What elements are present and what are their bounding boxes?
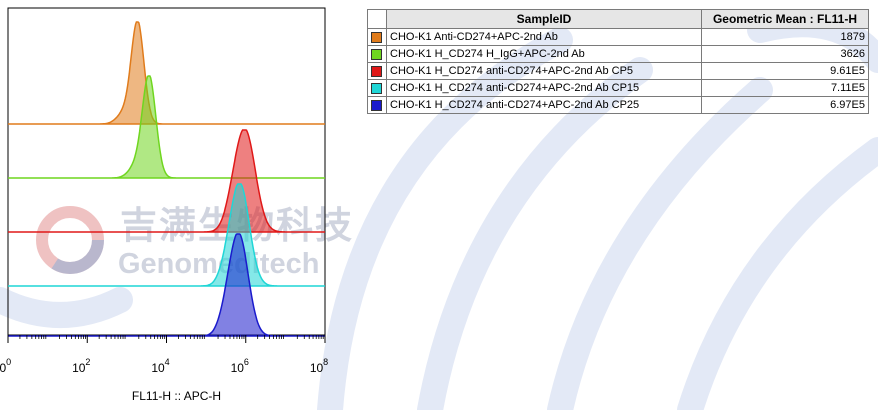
tick-label: 102 — [72, 357, 90, 375]
color-swatch — [371, 48, 382, 60]
stats-row: CHO-K1 Anti-CD274+APC-2nd Ab 1879 — [367, 28, 869, 46]
tick-label-exponent: 2 — [85, 357, 90, 367]
tick-label: 100 — [0, 357, 11, 375]
tick-label: 106 — [231, 357, 249, 375]
histogram-chart: 100102104106108FL11-H :: APC-H — [0, 7, 328, 403]
color-swatch-cell — [367, 62, 387, 80]
geometric-mean-cell: 6.97E5 — [701, 96, 869, 114]
histogram-series — [8, 183, 325, 287]
histogram-series — [8, 21, 325, 125]
geometric-mean-header: Geometric Mean : FL11-H — [701, 9, 869, 29]
sample-id-cell: CHO-K1 H_CD274 H_IgG+APC-2nd Ab — [386, 45, 702, 63]
color-swatch-cell — [367, 96, 387, 114]
sample-id-cell: CHO-K1 Anti-CD274+APC-2nd Ab — [386, 28, 702, 46]
tick-label-exponent: 0 — [6, 357, 11, 367]
color-swatch — [371, 31, 382, 43]
sample-id-cell: CHO-K1 H_CD274 anti-CD274+APC-2nd Ab CP2… — [386, 96, 702, 114]
color-swatch-cell — [367, 79, 387, 97]
tick-label-base: 10 — [310, 361, 324, 375]
geometric-mean-cell: 3626 — [701, 45, 869, 63]
tick-label: 108 — [310, 357, 328, 375]
color-swatch — [371, 82, 382, 94]
geometric-mean-cell: 1879 — [701, 28, 869, 46]
stats-body: CHO-K1 Anti-CD274+APC-2nd Ab 1879 CHO-K1 H… — [367, 28, 869, 114]
color-swatch — [371, 65, 382, 77]
tick-label-exponent: 4 — [165, 357, 170, 367]
color-swatch — [371, 99, 382, 111]
tick-label-base: 10 — [151, 361, 165, 375]
histogram-series — [8, 129, 325, 233]
tick-label: 104 — [151, 357, 169, 375]
tick-label-base: 10 — [231, 361, 245, 375]
tick-label-base: 10 — [0, 361, 6, 375]
tick-label-exponent: 6 — [244, 357, 249, 367]
histogram-series — [8, 75, 325, 179]
stats-table: SampleID Geometric Mean : FL11-H CHO-K1 … — [367, 9, 869, 114]
swatch-header — [367, 9, 387, 29]
stats-row: CHO-K1 H_CD274 anti-CD274+APC-2nd Ab CP5… — [367, 62, 869, 80]
geometric-mean-cell: 9.61E5 — [701, 62, 869, 80]
stats-row: CHO-K1 H_CD274 H_IgG+APC-2nd Ab 3626 — [367, 45, 869, 63]
x-axis-label: FL11-H :: APC-H — [132, 389, 221, 403]
stats-row: CHO-K1 H_CD274 anti-CD274+APC-2nd Ab CP1… — [367, 79, 869, 97]
stats-header-row: SampleID Geometric Mean : FL11-H — [367, 9, 869, 29]
sample-id-cell: CHO-K1 H_CD274 anti-CD274+APC-2nd Ab CP1… — [386, 79, 702, 97]
geometric-mean-cell: 7.11E5 — [701, 79, 869, 97]
stats-row: CHO-K1 H_CD274 anti-CD274+APC-2nd Ab CP2… — [367, 96, 869, 114]
color-swatch-cell — [367, 28, 387, 46]
sample-id-header: SampleID — [386, 9, 702, 29]
sample-id-cell: CHO-K1 H_CD274 anti-CD274+APC-2nd Ab CP5 — [386, 62, 702, 80]
color-swatch-cell — [367, 45, 387, 63]
tick-label-base: 10 — [72, 361, 86, 375]
histogram-series — [8, 233, 325, 337]
tick-label-exponent: 8 — [323, 357, 328, 367]
